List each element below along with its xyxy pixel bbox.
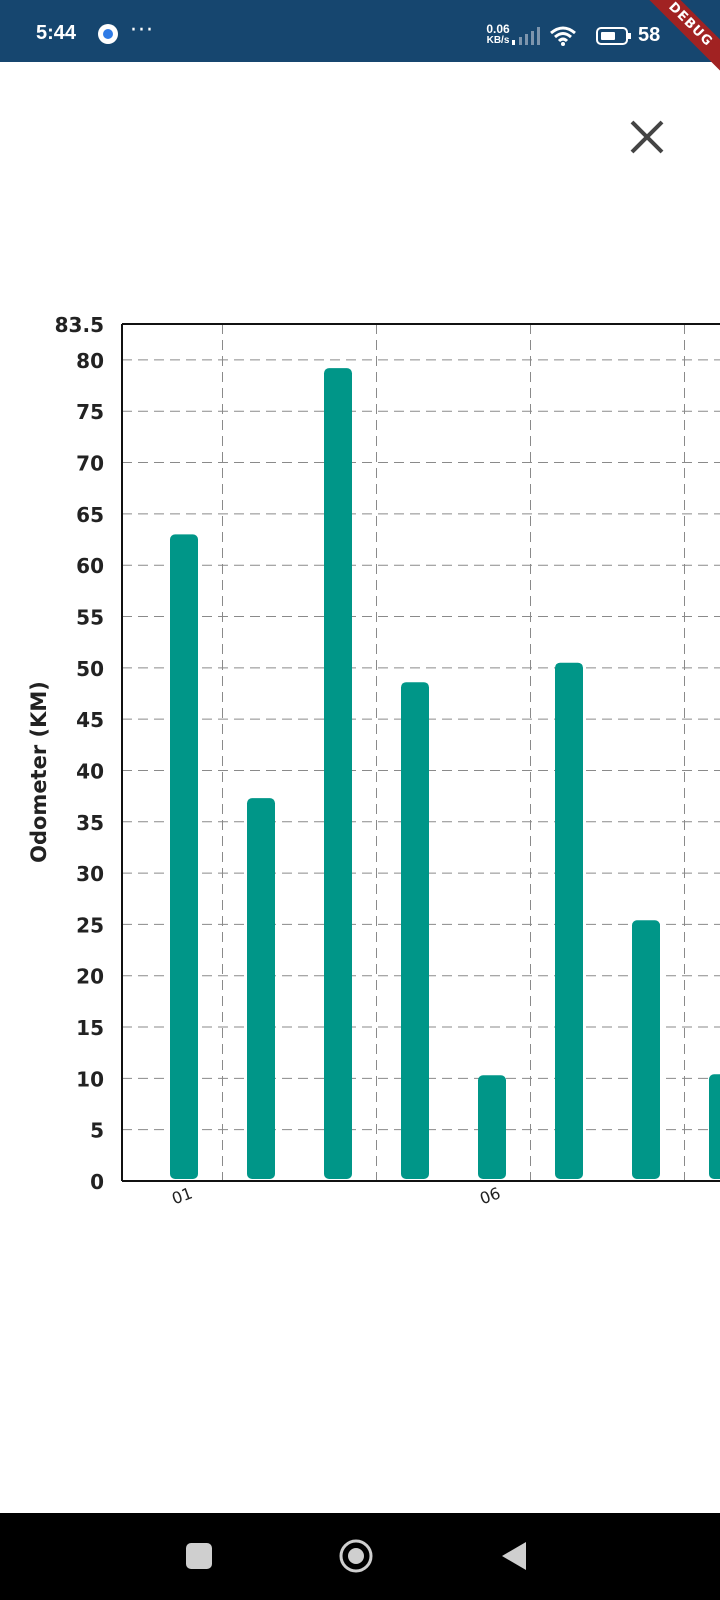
y-tick-label: 0: [90, 1170, 104, 1194]
network-speed-value: 0.06: [486, 22, 510, 36]
bar: [401, 682, 429, 1179]
wifi-icon: [550, 26, 576, 46]
more-notifications-icon: ···: [130, 18, 154, 43]
system-nav-bar: [0, 1513, 720, 1600]
messenger-icon: [98, 24, 118, 44]
home-button[interactable]: [338, 1538, 374, 1574]
bar: [555, 662, 583, 1179]
y-tick-label: 55: [76, 606, 104, 630]
y-tick-label: 83.5: [55, 313, 104, 337]
y-tick-label: 35: [76, 811, 104, 835]
x-tick-label: 01: [169, 1183, 195, 1208]
network-speed-unit: KB/s: [486, 35, 510, 46]
bar: [632, 920, 660, 1179]
y-tick-label: 65: [76, 503, 104, 527]
y-tick-label: 40: [76, 759, 104, 783]
y-axis-title: Odometer (KM): [27, 681, 51, 863]
close-button[interactable]: [622, 112, 672, 162]
y-tick-label: 50: [76, 657, 104, 681]
y-tick-label: 60: [76, 554, 104, 578]
chart-labels: 0 5 10 15 20 25 30 35 40 45 50 55 60 65 70 75 80 83.5 01 06…: [27, 313, 503, 1208]
chart-bars: [170, 368, 720, 1179]
status-time: 5:44: [36, 22, 77, 44]
y-tick-label: 10: [76, 1067, 104, 1091]
battery-icon: [596, 27, 631, 45]
recents-button[interactable]: [186, 1543, 212, 1569]
y-tick-label: 5: [90, 1119, 104, 1143]
bar: [709, 1074, 720, 1179]
odometer-bar-chart: 0 5 10 15 20 25 30 35 40 45 50 55 60 65 70 75 80 83.5 01 06…: [27, 313, 720, 1208]
bar: [324, 368, 352, 1179]
chart-axes: [121, 323, 720, 1182]
status-bar: 5:44 ··· 0.06 KB/s 58: [0, 0, 720, 62]
y-tick-label: 75: [76, 400, 104, 424]
y-tick-label: 30: [76, 862, 104, 886]
x-tick-label: 06: [477, 1183, 503, 1208]
y-tick-label: 15: [76, 1016, 104, 1040]
bar: [478, 1075, 506, 1179]
y-tick-label: 45: [76, 708, 104, 732]
y-tick-label: 25: [76, 913, 104, 937]
battery-level: 58: [638, 24, 661, 46]
back-button[interactable]: [500, 1540, 528, 1572]
y-tick-label: 20: [76, 965, 104, 989]
close-icon: [630, 120, 664, 154]
signal-icon: [512, 27, 540, 45]
y-tick-label: 70: [76, 452, 104, 476]
bar: [170, 534, 198, 1179]
network-speed: 0.06 KB/s: [478, 22, 518, 46]
y-tick-label: 80: [76, 349, 104, 373]
chart-grid: [122, 324, 720, 1181]
bar: [247, 798, 275, 1179]
